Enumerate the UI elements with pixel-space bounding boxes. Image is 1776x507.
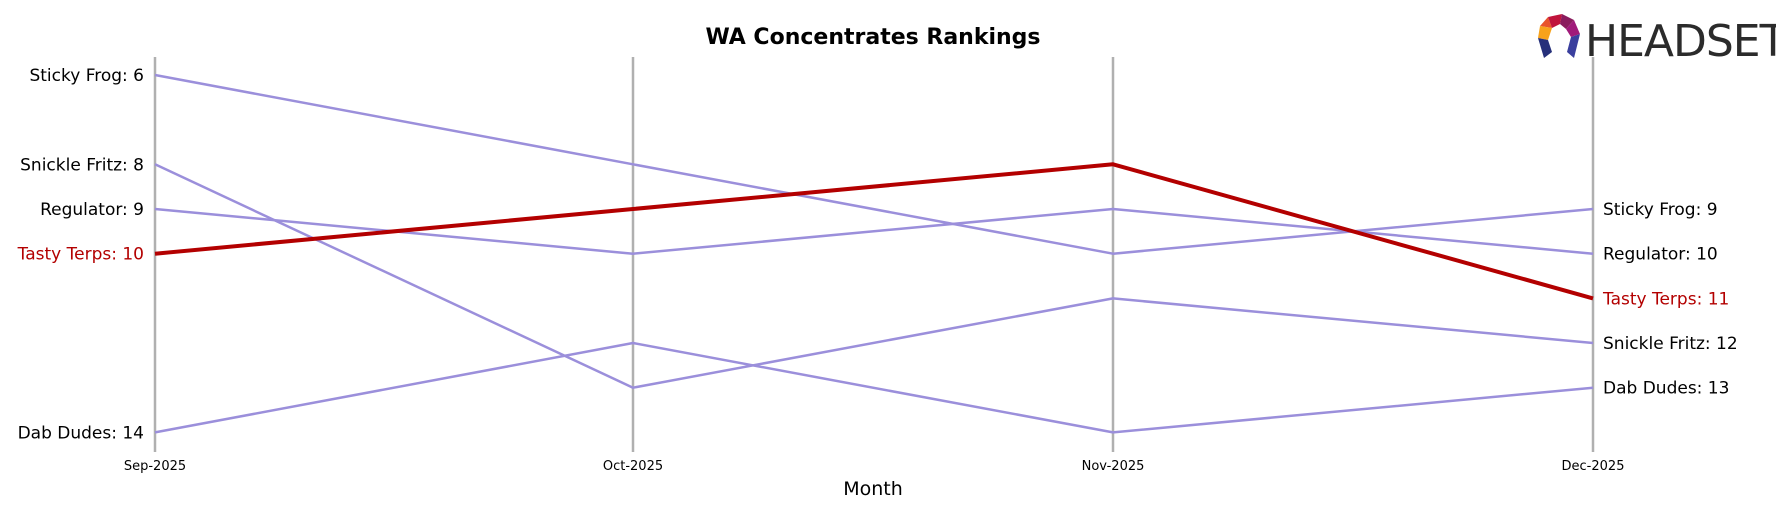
- headset-logo-text: HEADSET: [1585, 16, 1776, 67]
- headset-logo: HEADSET: [1538, 14, 1776, 67]
- left-label-dab-dudes: Dab Dudes: 14: [18, 423, 144, 443]
- x-tick-dec-2025: Dec-2025: [1562, 459, 1625, 474]
- x-tick-oct-2025: Oct-2025: [603, 459, 663, 474]
- left-label-sticky-frog: Sticky Frog: 6: [29, 66, 144, 86]
- right-label-tasty-terps: Tasty Terps: 11: [1602, 289, 1729, 309]
- x-tick-nov-2025: Nov-2025: [1082, 459, 1145, 474]
- series-line-tasty-terps: [154, 162, 1594, 301]
- right-label-snickle-fritz: Snickle Fritz: 12: [1603, 334, 1738, 354]
- series-lines: [154, 73, 1594, 434]
- left-label-snickle-fritz: Snickle Fritz: 8: [20, 155, 144, 175]
- x-axis-label: Month: [843, 478, 903, 500]
- right-end-labels: Sticky Frog: 9 Snickle Fritz: 12 Regulator…: [1602, 200, 1738, 399]
- right-label-dab-dudes: Dab Dudes: 13: [1603, 379, 1729, 399]
- left-label-tasty-terps: Tasty Terps: 10: [17, 245, 144, 265]
- series-line-dab-dudes: [154, 341, 1594, 434]
- x-tick-sep-2025: Sep-2025: [124, 459, 186, 474]
- right-label-regulator: Regulator: 10: [1603, 245, 1718, 265]
- chart-title: WA Concentrates Rankings: [705, 25, 1040, 50]
- series-line-snickle-fritz: [154, 163, 1594, 389]
- left-end-labels: Sticky Frog: 6 Snickle Fritz: 8 Regulator:…: [17, 66, 144, 443]
- series-line-sticky-frog: [154, 73, 1594, 255]
- left-label-regulator: Regulator: 9: [40, 200, 144, 220]
- right-label-sticky-frog: Sticky Frog: 9: [1603, 200, 1718, 220]
- series-line-regulator: [154, 207, 1594, 255]
- headset-logo-mark: [1538, 14, 1580, 58]
- x-tick-labels: Sep-2025 Oct-2025 Nov-2025 Dec-2025: [124, 459, 1625, 474]
